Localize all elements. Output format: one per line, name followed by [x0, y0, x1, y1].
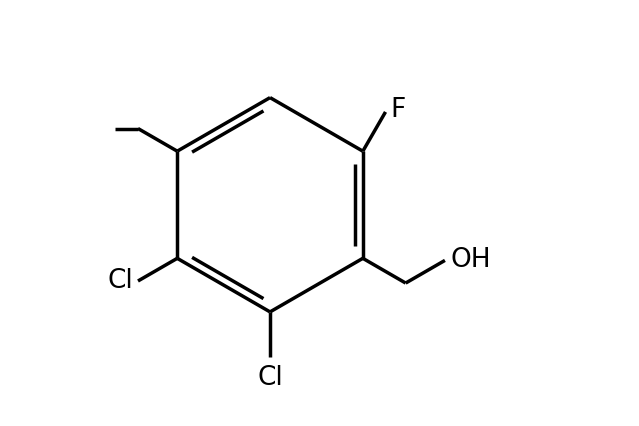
Text: Cl: Cl	[107, 268, 133, 294]
Text: OH: OH	[450, 248, 491, 273]
Text: F: F	[391, 97, 406, 123]
Text: Cl: Cl	[257, 365, 283, 391]
